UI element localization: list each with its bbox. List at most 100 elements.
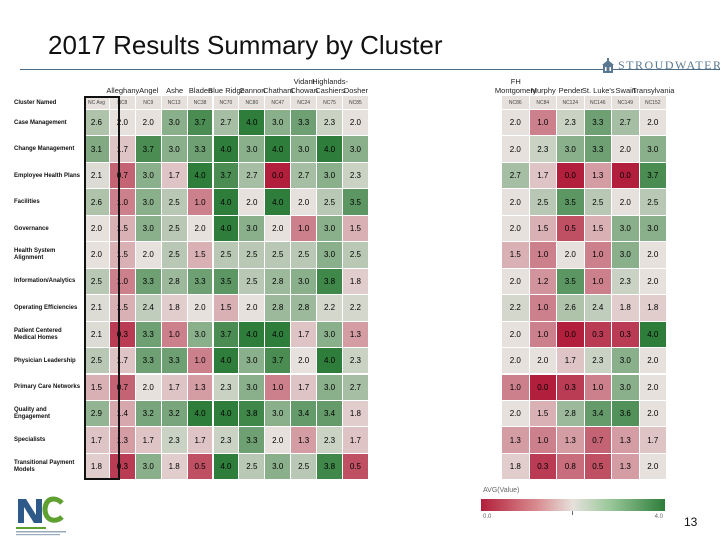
heatmap-cell: 0.5 (557, 215, 585, 243)
heatmap-cell: 1.3 (557, 427, 585, 454)
heatmap-cell: 2.3 (343, 348, 369, 375)
legend-gradient (481, 499, 665, 511)
heatmap-cell: 3.2 (135, 400, 162, 428)
heatmap-cell: 1.3 (187, 374, 214, 401)
heatmap-cell: 1.0 (291, 215, 318, 243)
row-label: Governance (14, 225, 49, 232)
heatmap-right: NC86 NC84 NC124 NC146 NC149 NC152 2.0 1.0 2.3 3.3… (502, 96, 667, 481)
heatmap-cell: 2.9 (84, 400, 110, 428)
heatmap-cell: 2.3 (213, 374, 240, 401)
heatmap-cell: 3.1 (84, 136, 110, 163)
heatmap-cell: 3.0 (317, 162, 343, 190)
heatmap-cell: 1.3 (343, 321, 369, 349)
column-label: Vidant Chowan (290, 77, 318, 95)
heatmap-cell: 3.0 (317, 374, 343, 401)
heatmap-cell: 2.3 (612, 268, 640, 296)
heatmap-cell: 0.3 (584, 321, 612, 349)
heatmap-cell: 2.0 (187, 295, 214, 322)
row-label: Transitional Payment Models (14, 460, 75, 474)
heatmap-cell: 2.0 (612, 136, 640, 163)
heatmap-cell: 1.8 (502, 453, 530, 481)
heatmap-cell: 0.3 (109, 453, 136, 481)
heatmap-cell: 2.5 (213, 242, 240, 269)
heatmap-cell: 1.0 (529, 242, 557, 269)
heatmap-cell: 2.2 (317, 295, 343, 322)
heatmap-cell: 1.8 (161, 295, 188, 322)
column-code: NC86 (502, 96, 530, 110)
column-code: NC8 (109, 96, 136, 110)
heatmap-cell: 1.3 (612, 427, 640, 454)
heatmap-cell: 4.0 (265, 321, 292, 349)
heatmap-cell: 3.0 (317, 321, 343, 349)
heatmap-cell: 0.7 (109, 162, 136, 190)
brand-name: STROUDWATER (618, 58, 720, 72)
heatmap-cell: 3.3 (135, 268, 162, 296)
column-label: Alleghany (106, 86, 140, 95)
heatmap-cell: 2.0 (265, 215, 292, 243)
heatmap-cell: 1.7 (161, 162, 188, 190)
heatmap-cell: 3.3 (239, 427, 266, 454)
heatmap-cell: 2.0 (502, 136, 530, 163)
heatmap-cell: 1.7 (109, 348, 136, 375)
heatmap-cell: 2.3 (213, 427, 240, 454)
column-label: Dosher (343, 86, 369, 95)
column-code: NC85 (343, 96, 369, 110)
heatmap-cell: 2.7 (239, 162, 266, 190)
heatmap-cell: 2.5 (265, 242, 292, 269)
heatmap-cell: 2.5 (317, 189, 343, 216)
heatmap-cell: 3.5 (213, 268, 240, 296)
column-label: Highlands- Cashiers (312, 77, 348, 95)
heatmap-cell: 3.4 (291, 400, 318, 428)
building-icon (602, 58, 614, 73)
heatmap-cell: 3.0 (557, 136, 585, 163)
heatmap-cell: 1.0 (109, 268, 136, 296)
heatmap-cell: 4.0 (213, 348, 240, 375)
column-label: Bladen (188, 86, 213, 95)
heatmap-cell: 2.5 (239, 268, 266, 296)
title-divider (20, 69, 720, 70)
heatmap-cell: 1.8 (161, 453, 188, 481)
heatmap-cell: 2.5 (291, 242, 318, 269)
legend-label: AVG(Value) (483, 487, 520, 494)
heatmap-cell: 4.0 (265, 189, 292, 216)
column-code: NC24 (291, 96, 318, 110)
column-code: NC47 (265, 96, 292, 110)
row-label: Quality and Engagement (14, 407, 51, 421)
heatmap-cell: 2.5 (291, 453, 318, 481)
heatmap-cell: 3.0 (239, 374, 266, 401)
heatmap-cell: 1.0 (529, 110, 557, 137)
column-code: NC84 (529, 96, 557, 110)
heatmap-cell: 4.0 (317, 348, 343, 375)
heatmap-cell: 0.0 (557, 162, 585, 190)
column-code: NC152 (639, 96, 667, 110)
heatmap-cell: 3.0 (317, 242, 343, 269)
heatmap-cell: 0.7 (584, 427, 612, 454)
page-number: 13 (684, 515, 698, 529)
heatmap-cell: 3.0 (187, 321, 214, 349)
row-label: Facilities (14, 199, 40, 206)
heatmap-cell: 3.0 (612, 242, 640, 269)
column-label: Pender (558, 86, 583, 95)
heatmap-cell: 2.8 (161, 268, 188, 296)
row-label: Specialists (14, 437, 46, 444)
heatmap-cell: 1.7 (187, 427, 214, 454)
heatmap-cell: 3.0 (239, 348, 266, 375)
row-label: Patient Centered Medical Homes (14, 327, 62, 341)
heatmap-cell: 1.5 (529, 215, 557, 243)
heatmap-cell: 2.5 (239, 453, 266, 481)
heatmap-cell: 4.0 (213, 453, 240, 481)
heatmap-cell: 2.0 (529, 348, 557, 375)
heatmap-cell: 2.0 (135, 374, 162, 401)
heatmap-cell: 0.5 (343, 453, 369, 481)
heatmap-cell: 1.8 (343, 268, 369, 296)
heatmap-cell: 3.0 (135, 162, 162, 190)
heatmap-cell: 2.0 (639, 348, 667, 375)
heatmap-cell: 2.0 (639, 110, 667, 137)
heatmap-cell: 2.0 (639, 400, 667, 428)
heatmap-cell: 2.8 (557, 400, 585, 428)
heatmap-cell: 2.5 (161, 242, 188, 269)
heatmap-cell: 4.0 (639, 321, 667, 349)
heatmap-cell: 4.0 (213, 215, 240, 243)
heatmap-cell: 2.0 (265, 427, 292, 454)
column-code: NC9 (135, 96, 162, 110)
